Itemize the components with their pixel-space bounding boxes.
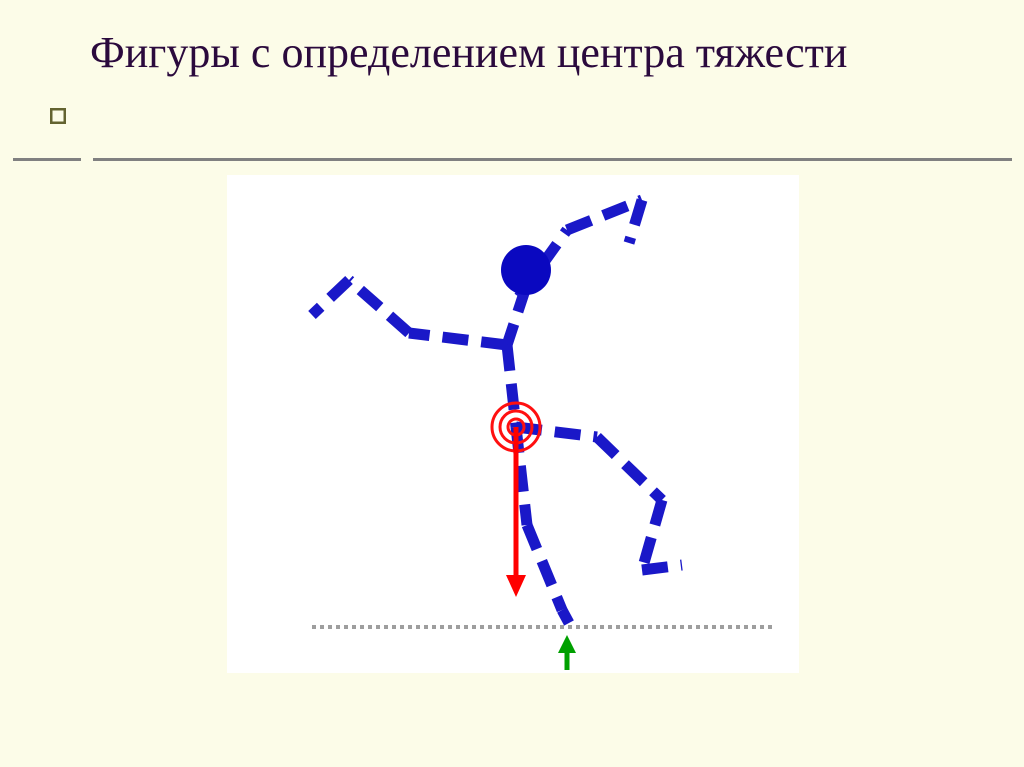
limb-right-shin xyxy=(642,500,662,570)
bullet-rect xyxy=(51,109,65,123)
limb-left-upper-arm xyxy=(409,333,507,345)
limb-lower-spine xyxy=(507,345,516,427)
limb-right-thigh xyxy=(597,437,662,500)
limb-left-shin xyxy=(527,525,562,610)
head-icon xyxy=(501,245,551,295)
limb-right-forearm xyxy=(567,200,642,230)
title-bullet-icon xyxy=(50,108,66,124)
limb-right-foot xyxy=(642,565,682,570)
limb-left-forearm xyxy=(349,280,409,333)
slide: Фигуры с определением центра тяжести xyxy=(0,0,1024,767)
divider-right xyxy=(93,158,1012,161)
divider-left xyxy=(13,158,81,161)
reaction-arrow-head-icon xyxy=(558,635,576,653)
slide-title: Фигуры с определением центра тяжести xyxy=(90,28,994,79)
limb-left-foot xyxy=(562,610,569,623)
limb-right-hand-tip xyxy=(629,200,642,243)
limb-left-hand-tip xyxy=(312,280,349,315)
stick-figure-svg xyxy=(227,175,799,673)
gravity-arrow-head-icon xyxy=(506,575,526,597)
figure-panel xyxy=(227,175,799,673)
